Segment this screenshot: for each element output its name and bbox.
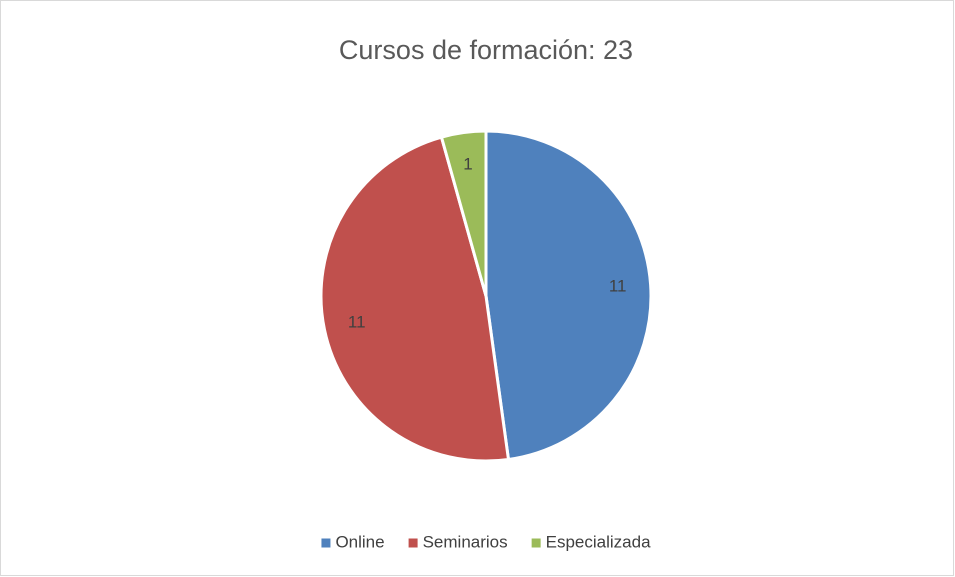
legend-label: Seminarios [423,532,508,551]
legend-label: Online [335,532,384,551]
pie-slice [319,135,511,463]
data-label: 11 [609,276,627,295]
pie-slice [439,129,488,297]
legend-marker [408,538,418,548]
legend-marker [321,538,331,548]
legend-marker [531,538,541,548]
data-label: 1 [463,155,472,174]
data-label: 11 [348,312,366,331]
pie-slice [484,129,653,462]
legend-label: Especializada [546,532,651,551]
chart-title: Cursos de formación: 23 [339,35,633,65]
